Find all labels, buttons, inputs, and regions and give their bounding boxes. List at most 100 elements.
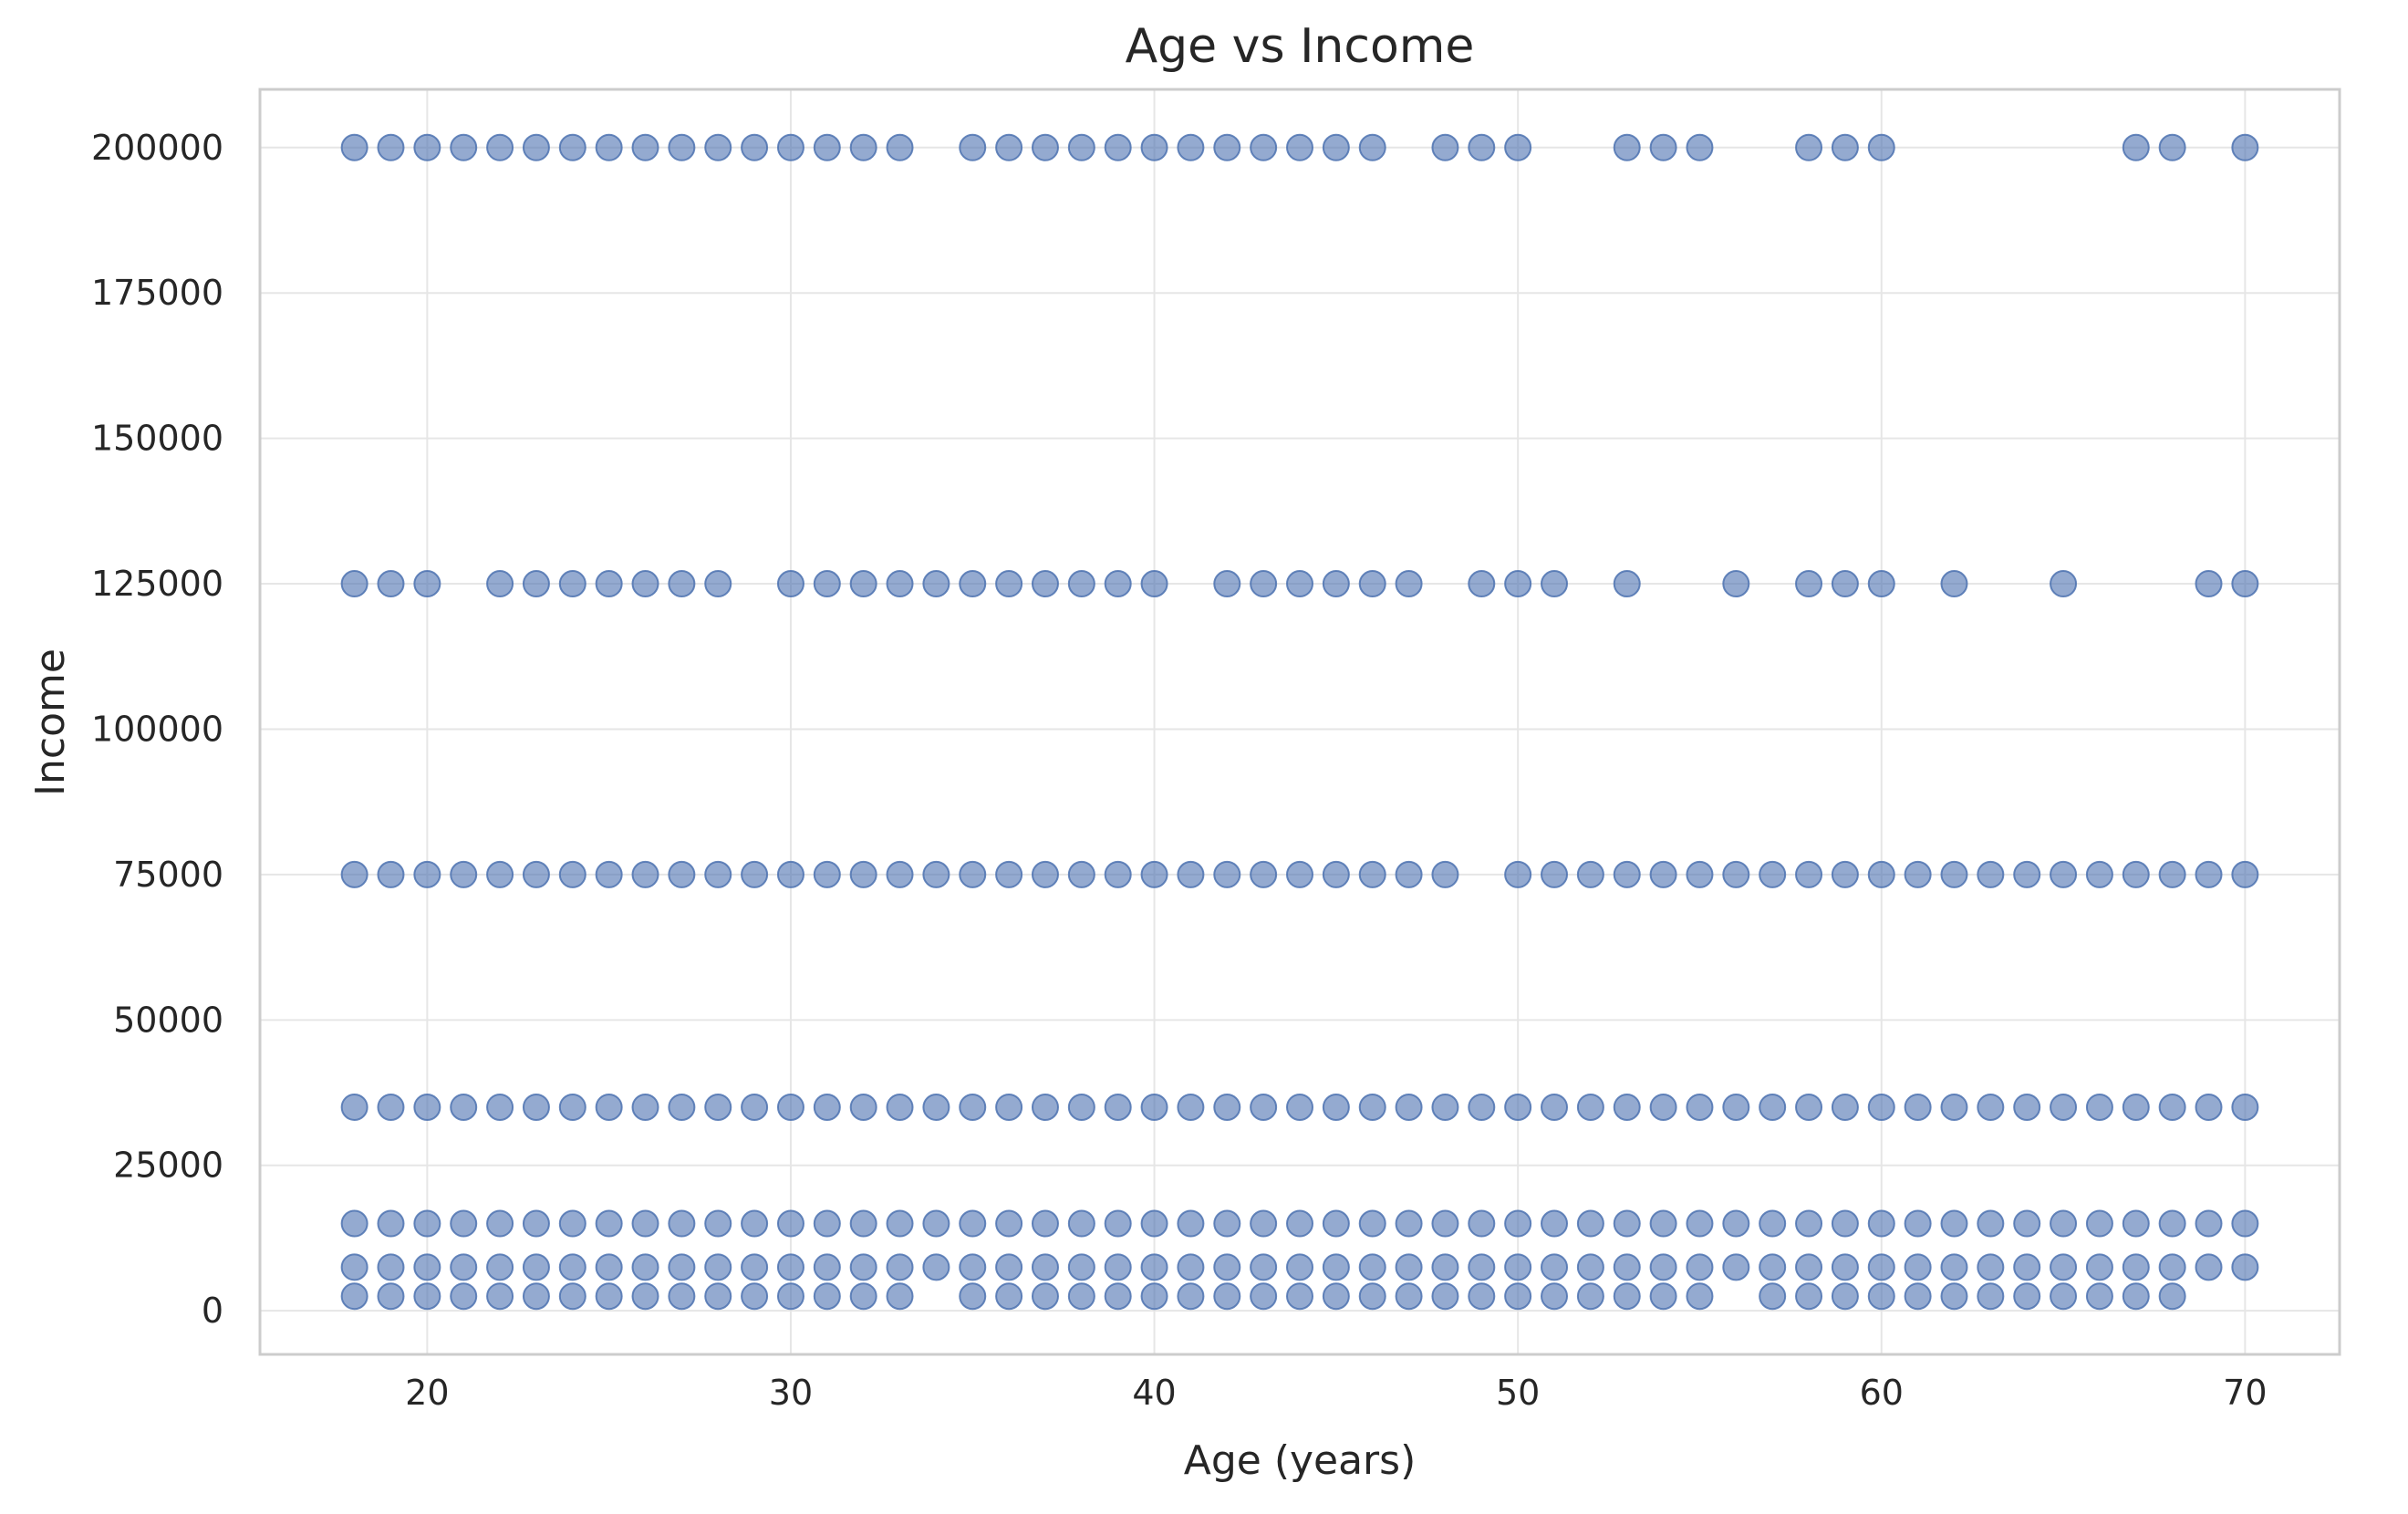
scatter-point	[1067, 570, 1095, 598]
scatter-point	[704, 1209, 732, 1238]
scatter-point	[1649, 1093, 1677, 1121]
scatter-point	[558, 1282, 586, 1311]
scatter-point	[595, 133, 623, 161]
scatter-point	[595, 1253, 623, 1281]
scatter-point	[1358, 1282, 1386, 1311]
scatter-point	[1322, 133, 1350, 161]
scatter-point	[1867, 570, 1895, 598]
scatter-point	[1250, 860, 1278, 888]
scatter-point	[2231, 133, 2259, 161]
scatter-point	[1140, 1282, 1168, 1311]
scatter-point	[813, 133, 841, 161]
scatter-point	[704, 1253, 732, 1281]
scatter-point	[1213, 1209, 1241, 1238]
scatter-point	[1104, 860, 1132, 888]
y-tick-label: 0	[202, 1291, 223, 1331]
scatter-point	[922, 1253, 950, 1281]
scatter-point	[741, 1253, 769, 1281]
scatter-point	[558, 1253, 586, 1281]
scatter-point	[2122, 860, 2150, 888]
scatter-point	[2122, 1093, 2150, 1121]
scatter-point	[1504, 1282, 1532, 1311]
scatter-point	[1322, 1282, 1350, 1311]
scatter-point	[450, 1093, 478, 1121]
scatter-point	[377, 860, 405, 888]
scatter-point	[558, 860, 586, 888]
scatter-point	[959, 1209, 987, 1238]
scatter-point	[377, 570, 405, 598]
x-axis-ticks: 20 30 40 50 60 70	[405, 1373, 2267, 1413]
scatter-point	[1795, 1282, 1823, 1311]
scatter-point	[959, 133, 987, 161]
scatter-point	[631, 133, 659, 161]
scatter-point	[1395, 1253, 1423, 1281]
scatter-point	[668, 133, 696, 161]
scatter-point	[2158, 133, 2186, 161]
scatter-point	[886, 860, 914, 888]
scatter-point	[1867, 133, 1895, 161]
scatter-point	[1468, 1093, 1496, 1121]
scatter-point	[2122, 133, 2150, 161]
scatter-point	[776, 133, 804, 161]
scatter-point	[849, 860, 877, 888]
scatter-point	[813, 570, 841, 598]
scatter-point	[1140, 860, 1168, 888]
scatter-point	[995, 570, 1023, 598]
scatter-point	[1395, 570, 1423, 598]
scatter-point	[1795, 1209, 1823, 1238]
scatter-point	[1250, 1282, 1278, 1311]
scatter-point	[1686, 133, 1714, 161]
scatter-point	[1140, 570, 1168, 598]
scatter-point	[413, 570, 441, 598]
scatter-point	[1286, 1093, 1313, 1121]
scatter-point	[1831, 1209, 1859, 1238]
scatter-point	[1431, 1253, 1459, 1281]
scatter-point	[522, 1209, 550, 1238]
scatter-point	[1649, 1209, 1677, 1238]
y-tick-label: 175000	[91, 273, 223, 313]
scatter-point	[1940, 1282, 1968, 1311]
scatter-point	[1940, 570, 1968, 598]
scatter-point	[377, 133, 405, 161]
y-tick-label: 125000	[91, 564, 223, 604]
scatter-point	[2195, 1093, 2223, 1121]
scatter-point	[1395, 1282, 1423, 1311]
scatter-point	[1067, 1093, 1095, 1121]
scatter-point	[776, 1253, 804, 1281]
scatter-point	[522, 860, 550, 888]
x-tick-label: 20	[405, 1373, 449, 1413]
y-tick-label: 25000	[113, 1146, 223, 1186]
scatter-point	[1250, 1253, 1278, 1281]
scatter-point	[1649, 860, 1677, 888]
scatter-point	[1541, 570, 1569, 598]
scatter-point	[2158, 1282, 2186, 1311]
scatter-point	[340, 1282, 368, 1311]
scatter-point	[1504, 133, 1532, 161]
scatter-point	[2085, 1282, 2113, 1311]
scatter-point	[595, 1282, 623, 1311]
scatter-point	[1431, 1093, 1459, 1121]
scatter-point	[1431, 1282, 1459, 1311]
scatter-point	[2085, 1253, 2113, 1281]
scatter-point	[2085, 860, 2113, 888]
scatter-point	[1468, 133, 1496, 161]
scatter-point	[886, 133, 914, 161]
scatter-point	[1104, 1282, 1132, 1311]
scatter-point	[995, 860, 1023, 888]
scatter-point	[849, 1253, 877, 1281]
scatter-point	[2050, 570, 2078, 598]
scatter-point	[1213, 860, 1241, 888]
scatter-point	[1322, 1253, 1350, 1281]
scatter-point	[631, 1282, 659, 1311]
scatter-point	[1759, 1209, 1787, 1238]
scatter-point	[1541, 1209, 1569, 1238]
scatter-point	[1686, 1209, 1714, 1238]
scatter-point	[995, 133, 1023, 161]
scatter-point	[1431, 133, 1459, 161]
scatter-point	[1504, 860, 1532, 888]
scatter-point	[2085, 1209, 2113, 1238]
scatter-point	[1904, 1253, 1932, 1281]
scatter-point	[2231, 1253, 2259, 1281]
scatter-point	[1031, 1253, 1059, 1281]
